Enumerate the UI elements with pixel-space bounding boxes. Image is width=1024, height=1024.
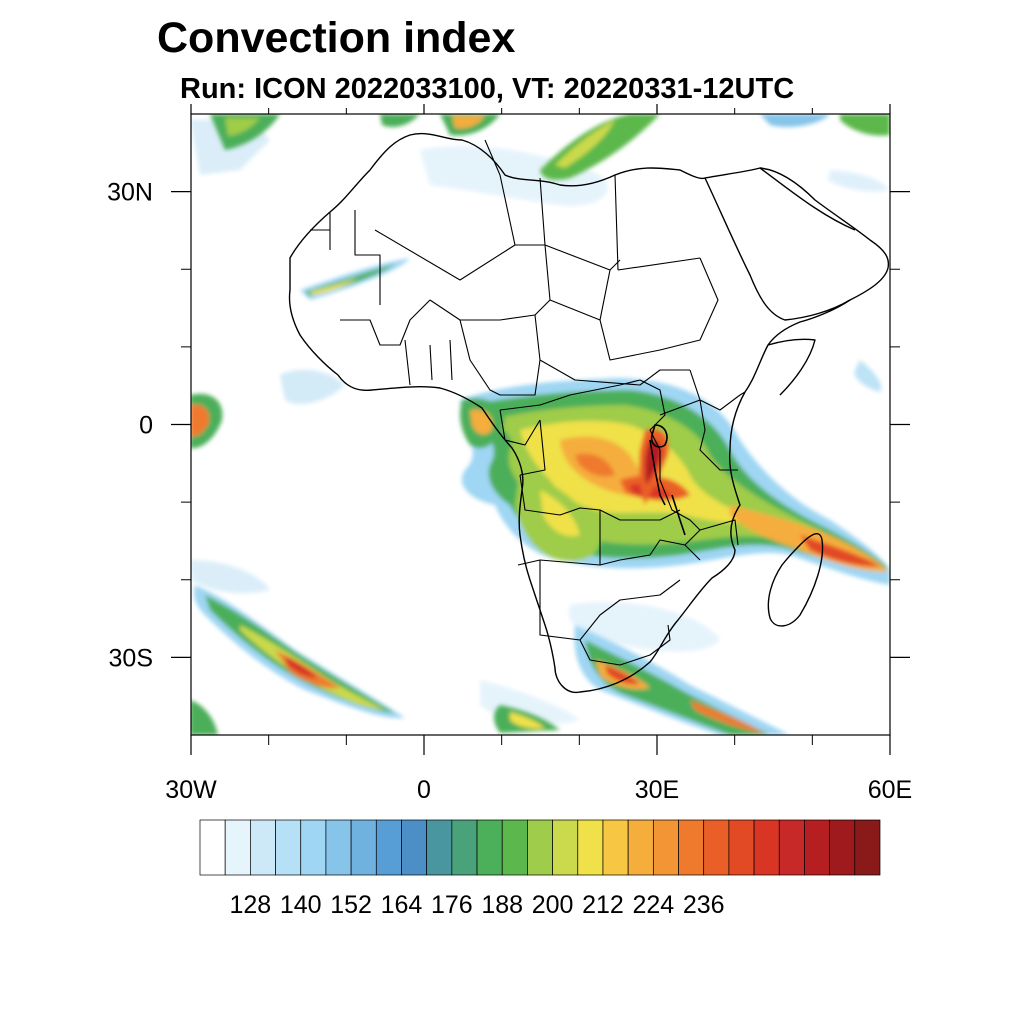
colorbar-swatch	[250, 819, 276, 876]
colorbar-label: 176	[431, 891, 473, 919]
y-tick-label: 0	[139, 412, 153, 440]
colorbar-swatch	[224, 819, 251, 876]
x-tick-label: 60E	[868, 776, 912, 804]
x-tick-label: 30E	[635, 776, 679, 804]
colorbar-swatch	[426, 819, 453, 876]
y-tick-label: 30S	[109, 644, 153, 672]
colorbar-swatch	[199, 819, 226, 876]
colorbar-label: 152	[330, 891, 372, 919]
colorbar-swatch	[652, 819, 679, 876]
colorbar-label: 128	[230, 891, 272, 919]
colorbar-swatch	[451, 819, 478, 876]
colorbar-swatch	[375, 819, 402, 876]
colorbar-swatch	[501, 819, 528, 876]
colorbar-swatch	[778, 819, 805, 876]
colorbar-swatch	[627, 819, 654, 876]
colorbar-swatch	[728, 819, 755, 876]
colorbar-swatch	[678, 819, 705, 876]
axes: 30W 0 30E 60E 30N 0 30S	[107, 104, 912, 804]
map-title: Convection index	[157, 14, 516, 62]
colorbar-label: 140	[280, 891, 322, 919]
colorbar-label: 212	[582, 891, 624, 919]
colorbar-swatch	[577, 819, 604, 876]
colorbar-swatch	[527, 819, 553, 876]
colorbar-swatch	[829, 819, 856, 876]
colorbar-swatch	[350, 819, 377, 876]
y-tick-label: 30N	[107, 179, 153, 207]
colorbar-swatch	[804, 819, 830, 876]
colorbar-label: 224	[632, 891, 674, 919]
colorbar-swatch	[753, 819, 780, 876]
colorbar-swatch	[275, 819, 302, 876]
colorbar-label: 188	[481, 891, 523, 919]
colorbar-label: 164	[381, 891, 423, 919]
colorbar-label: 200	[532, 891, 574, 919]
country-borders	[310, 139, 746, 666]
colorbar-swatch	[703, 819, 730, 876]
x-tick-label: 30W	[165, 776, 217, 804]
map-subtitle: Run: ICON 2022033100, VT: 20220331-12UTC	[180, 73, 795, 105]
x-tick-label: 0	[417, 776, 431, 804]
colorbar-label: 236	[683, 891, 725, 919]
colorbar-swatch	[401, 819, 428, 876]
coastlines	[288, 132, 890, 694]
colorbar-swatch	[602, 819, 629, 876]
colorbar-swatch	[854, 819, 881, 876]
colorbar-swatch	[476, 819, 503, 876]
colorbar-swatch	[300, 819, 327, 876]
colorbar-swatch	[325, 819, 352, 876]
colorbar-swatch	[552, 819, 579, 876]
colorbar: 128 140 152 164 176 188 200 212 224 236	[199, 819, 881, 919]
convection-field	[191, 114, 890, 735]
